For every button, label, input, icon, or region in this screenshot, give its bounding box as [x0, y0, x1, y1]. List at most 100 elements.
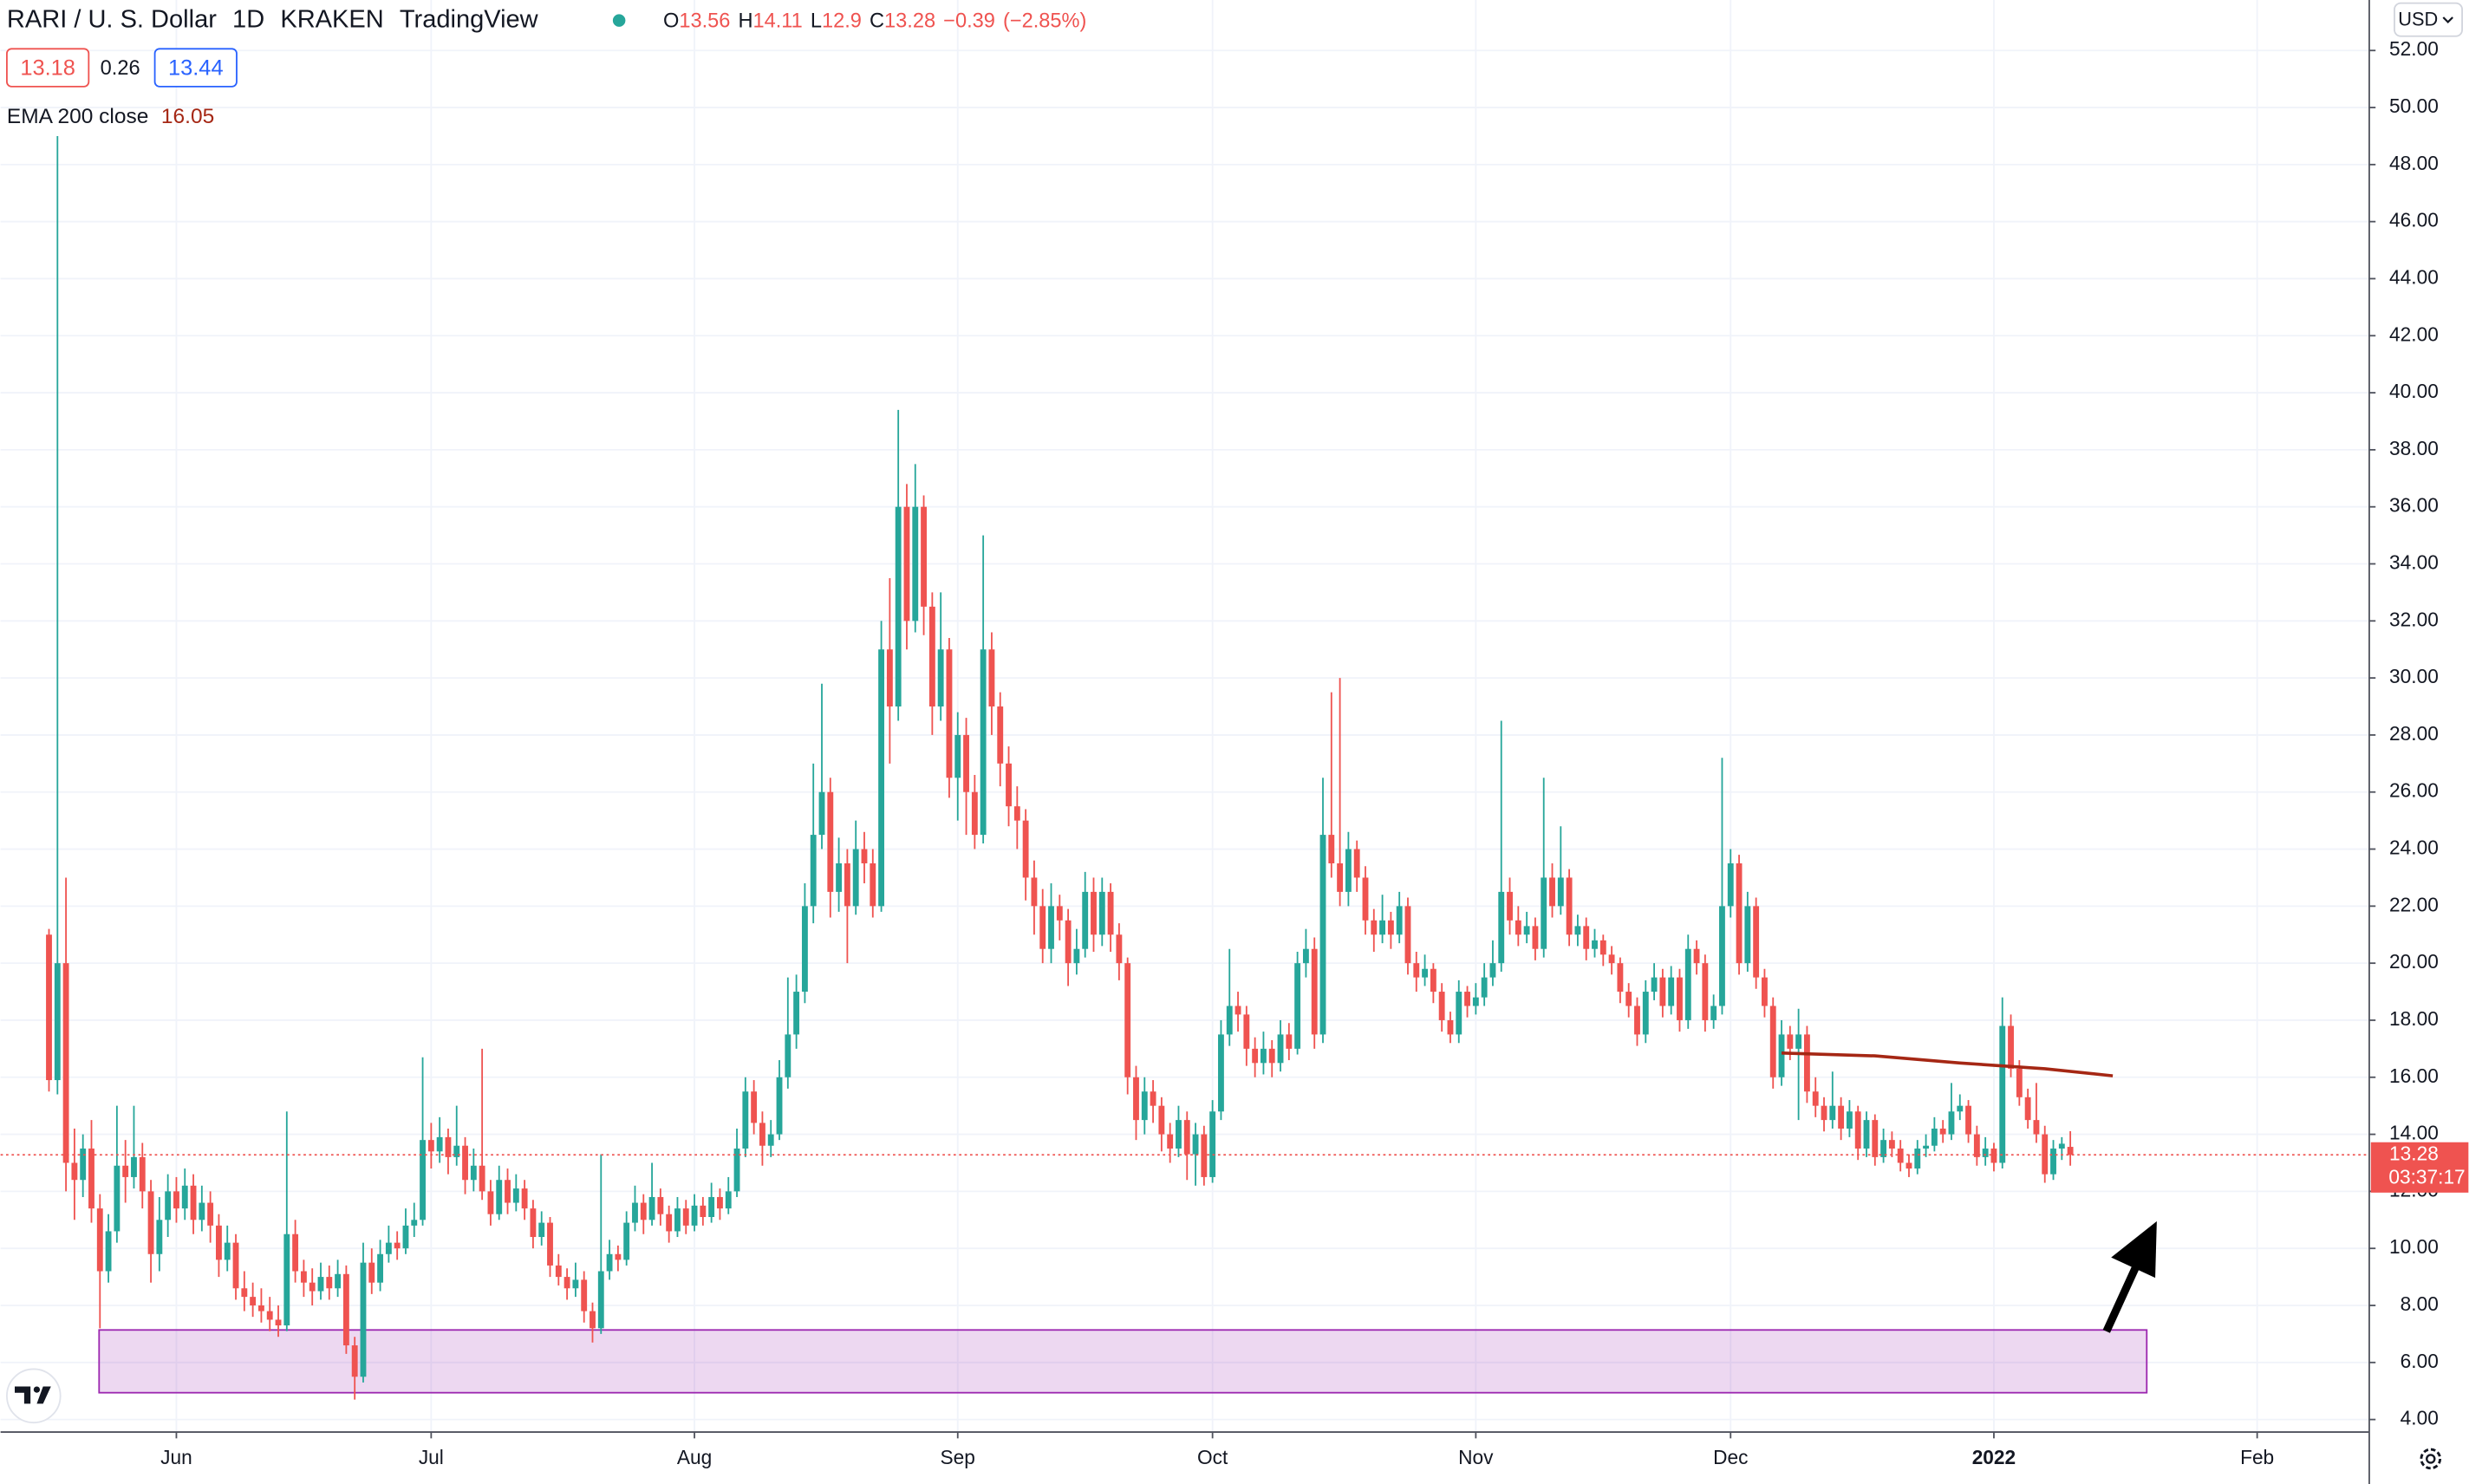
candle-body: [1116, 934, 1123, 964]
candle-body: [1769, 1006, 1776, 1077]
candle-body: [895, 506, 902, 707]
candle-body: [1507, 891, 1513, 921]
candle-body: [1150, 1091, 1156, 1106]
candle-body: [1973, 1134, 1980, 1157]
candle-body: [648, 1196, 655, 1220]
candle-body: [2024, 1097, 2031, 1121]
candle-body: [1209, 1111, 1216, 1177]
candle-body: [1957, 1105, 1964, 1112]
candle-body: [1905, 1162, 1912, 1169]
candle-body: [921, 506, 927, 607]
candle-body: [1107, 891, 1114, 935]
y-tick-label: 26.00: [2389, 779, 2439, 802]
candle-body: [1082, 891, 1089, 949]
candle-body: [666, 1214, 673, 1232]
candle-body: [1447, 1019, 1454, 1035]
candle-body: [785, 1034, 792, 1077]
market-status: [612, 14, 626, 27]
candle-body: [1990, 1149, 1997, 1163]
candle-body: [1498, 891, 1505, 964]
candle-body: [368, 1262, 375, 1283]
y-tick-label: 8.00: [2401, 1292, 2439, 1315]
candle-body: [1931, 1128, 1938, 1146]
candle-body: [1031, 877, 1038, 907]
arrow-annotation: [2102, 1220, 2157, 1333]
candle-body: [1345, 849, 1352, 892]
candle-body: [351, 1345, 358, 1377]
currency: USD: [2398, 8, 2438, 29]
candle-body: [1302, 948, 1309, 964]
candle-body: [1753, 906, 1760, 978]
candle-body: [292, 1233, 299, 1272]
candle-body: [1914, 1149, 1921, 1169]
candle-body: [420, 1140, 426, 1220]
y-tick-label: 48.00: [2389, 152, 2439, 174]
currency-button[interactable]: [2394, 2, 2463, 37]
candle-body: [80, 1149, 87, 1181]
candle-body: [1829, 1105, 1836, 1121]
candle-body: [717, 1196, 723, 1209]
candle-body: [1422, 968, 1428, 978]
candle-body: [1091, 891, 1097, 935]
symbol: RARI / U. S. Dollar: [7, 5, 217, 33]
change: −0.39: [943, 10, 995, 33]
candle-body: [1481, 977, 1488, 998]
candle-body: [1371, 920, 1378, 935]
candle-body: [997, 706, 1004, 764]
candle-body: [496, 1180, 503, 1214]
y-tick-label: 30.00: [2389, 665, 2439, 687]
interval: 1D: [232, 5, 264, 33]
candle-body: [708, 1196, 715, 1217]
bid-box[interactable]: [6, 48, 90, 88]
y-tick-label: 38.00: [2389, 437, 2439, 459]
candle-body: [640, 1202, 647, 1220]
tradingview-logo[interactable]: [6, 1368, 62, 1424]
high-value: 14.11: [753, 10, 803, 33]
candle-body: [1141, 1091, 1148, 1121]
candle-body: [555, 1265, 562, 1278]
candle-body: [1634, 1006, 1640, 1035]
candle-body: [1549, 877, 1555, 907]
candle-body: [538, 1222, 545, 1238]
candle-body: [776, 1077, 783, 1135]
candles: [46, 135, 2074, 1400]
arrow-head: [2111, 1220, 2157, 1279]
candle-body: [937, 649, 944, 707]
candle-body: [1939, 1128, 1946, 1135]
candle-body: [46, 934, 52, 1081]
candle-body: [1744, 906, 1751, 964]
candle-body: [1277, 1034, 1284, 1064]
candle-body: [597, 1271, 604, 1329]
candle-body: [2067, 1147, 2074, 1155]
candle-body: [385, 1242, 392, 1254]
candle-body: [453, 1145, 460, 1157]
candle-body: [62, 963, 69, 1163]
candle-body: [199, 1202, 205, 1220]
candle-body: [1608, 954, 1615, 964]
candle-body: [1599, 940, 1606, 955]
ask-box[interactable]: [153, 48, 238, 88]
candle-body: [470, 1165, 477, 1181]
candle-body: [114, 1165, 121, 1232]
candle-body: [1192, 1134, 1199, 1155]
logo-bg: [6, 1368, 62, 1424]
candle-body: [1056, 906, 1063, 921]
close-label: C: [870, 10, 884, 33]
candle-body: [928, 606, 935, 707]
y-tick-label: 46.00: [2389, 209, 2439, 231]
candle-body: [232, 1242, 239, 1289]
candle-body: [759, 1123, 765, 1146]
settings-button[interactable]: [2420, 1448, 2442, 1470]
candle-body: [1387, 920, 1394, 935]
candle-body: [836, 862, 843, 892]
x-tick-label: Sep: [941, 1446, 975, 1468]
candle-body: [1719, 906, 1725, 1006]
candle-body: [1243, 1014, 1250, 1049]
candle-body: [1048, 906, 1054, 949]
candle-body: [1787, 1034, 1794, 1049]
candle-body: [547, 1222, 553, 1266]
candle-body: [1897, 1149, 1904, 1163]
candle-body: [725, 1191, 732, 1209]
candle-body: [1218, 1034, 1224, 1112]
candle-body: [632, 1202, 638, 1223]
